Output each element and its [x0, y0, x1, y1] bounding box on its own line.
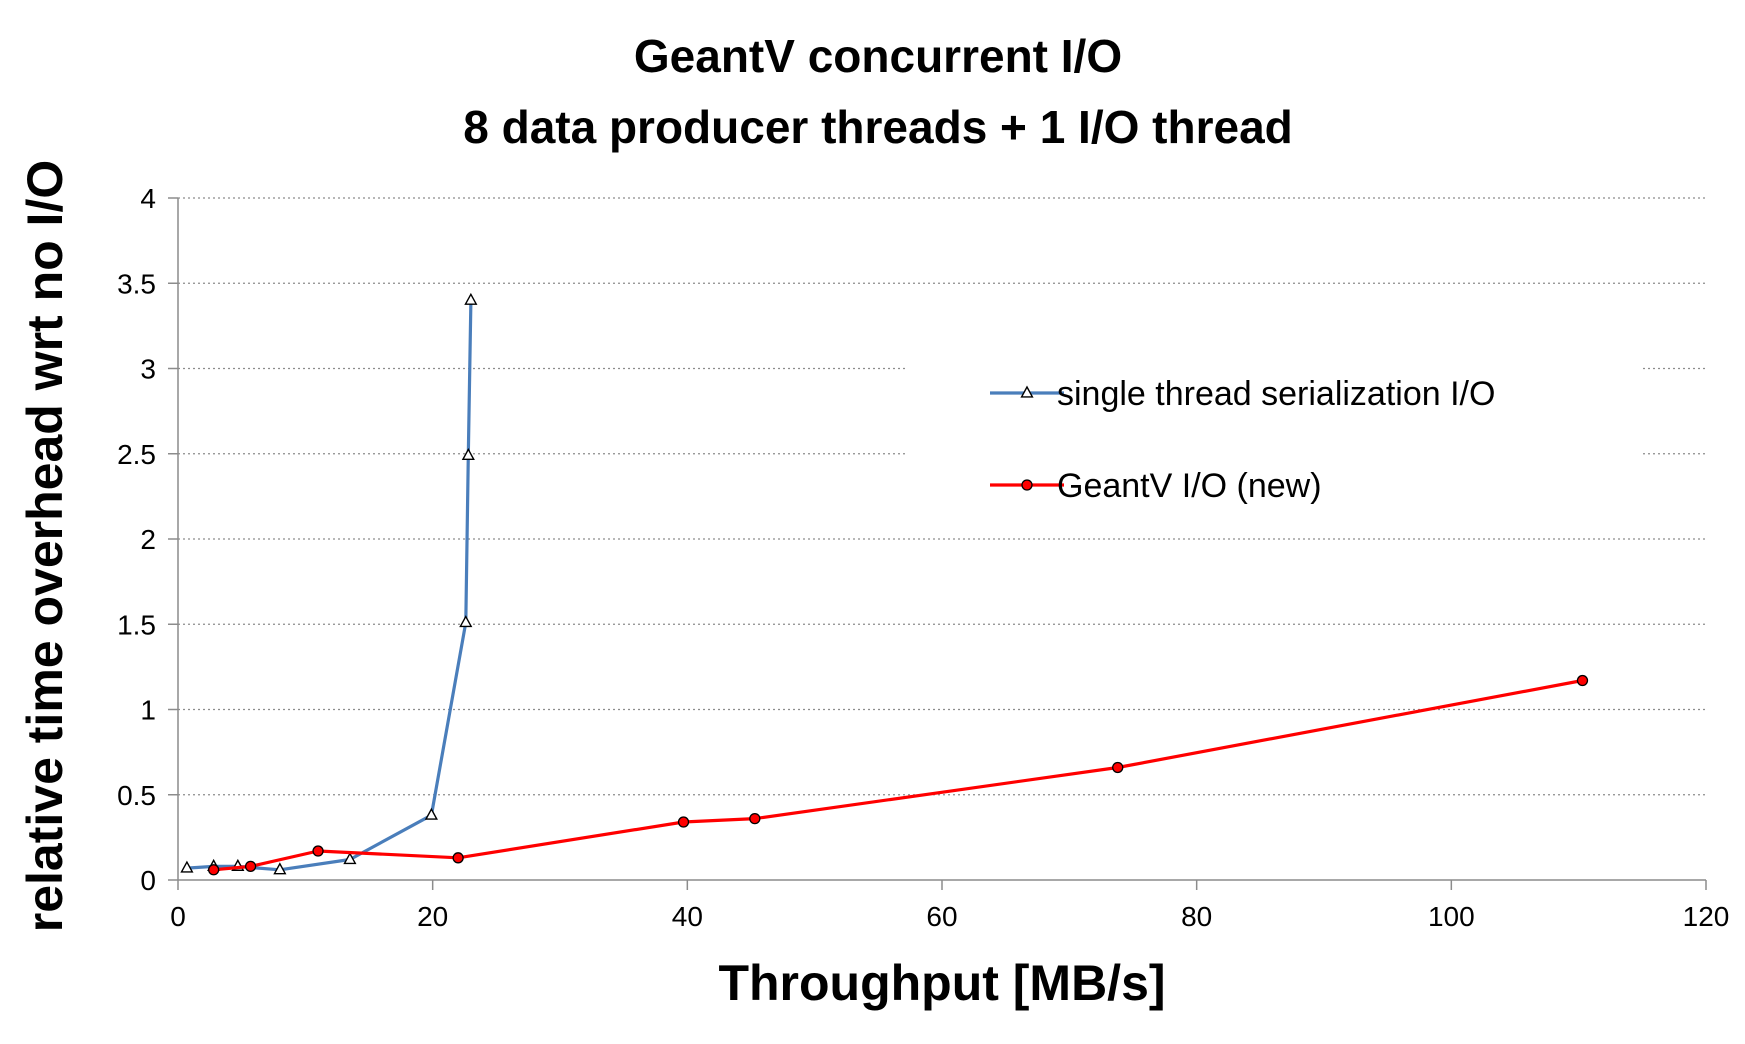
legend: single thread serialization I/O GeantV I/… — [990, 375, 1495, 505]
series-2 — [208, 674, 1589, 876]
chart-subtitle: 8 data producer threads + 1 I/O thread — [463, 101, 1293, 153]
legend-label: single thread serialization I/O — [1057, 375, 1495, 413]
y-tick-label: 2.5 — [117, 439, 156, 470]
legend-item: single thread serialization I/O — [990, 375, 1495, 413]
data-point — [312, 845, 324, 857]
x-tick-label: 0 — [170, 901, 186, 932]
data-point — [1112, 761, 1124, 774]
data-point — [452, 852, 464, 864]
y-tick-label: 0.5 — [117, 780, 156, 811]
x-tick-label: 20 — [417, 901, 448, 932]
y-tick-label: 1 — [140, 695, 156, 726]
x-tick-label: 60 — [926, 901, 957, 932]
data-point — [749, 812, 761, 825]
y-tick-label: 3 — [140, 354, 156, 385]
axes — [168, 197, 1707, 890]
data-point — [343, 852, 357, 865]
data-point — [461, 447, 475, 461]
series-line — [213, 678, 1583, 872]
x-tick-label: 80 — [1181, 901, 1212, 932]
legend-swatch-marker — [1020, 385, 1034, 398]
data-point — [244, 860, 257, 873]
y-tick-label: 0 — [140, 865, 156, 896]
data-point — [180, 860, 194, 873]
data-point — [424, 807, 438, 820]
data-point — [677, 816, 690, 828]
y-tick-label: 4 — [140, 183, 156, 214]
tick-labels: 00.511.522.533.540 20 40 60 80 100 120 — [117, 183, 1729, 932]
series-group — [180, 292, 1589, 876]
y-axis-title: relative time overhead wrt no I/O — [17, 160, 73, 932]
data-point — [459, 615, 473, 628]
legend-item: GeantV I/O (new) — [990, 467, 1322, 505]
chart-title: GeantV concurrent I/O — [634, 30, 1122, 82]
x-axis-title: Throughput [MB/s] — [718, 955, 1165, 1011]
x-tick-label: 40 — [672, 901, 703, 932]
data-point — [273, 862, 287, 875]
data-point — [208, 864, 220, 876]
data-point — [464, 292, 478, 305]
legend-label: GeantV I/O (new) — [1057, 467, 1322, 505]
x-tick-label: 120 — [1683, 901, 1730, 932]
data-point — [1576, 674, 1589, 687]
y-tick-label: 2 — [140, 524, 156, 555]
y-tick-label: 3.5 — [117, 268, 156, 299]
legend-swatch-marker — [1021, 479, 1033, 491]
y-tick-label: 1.5 — [117, 609, 156, 640]
x-tick-label: 100 — [1428, 901, 1475, 932]
